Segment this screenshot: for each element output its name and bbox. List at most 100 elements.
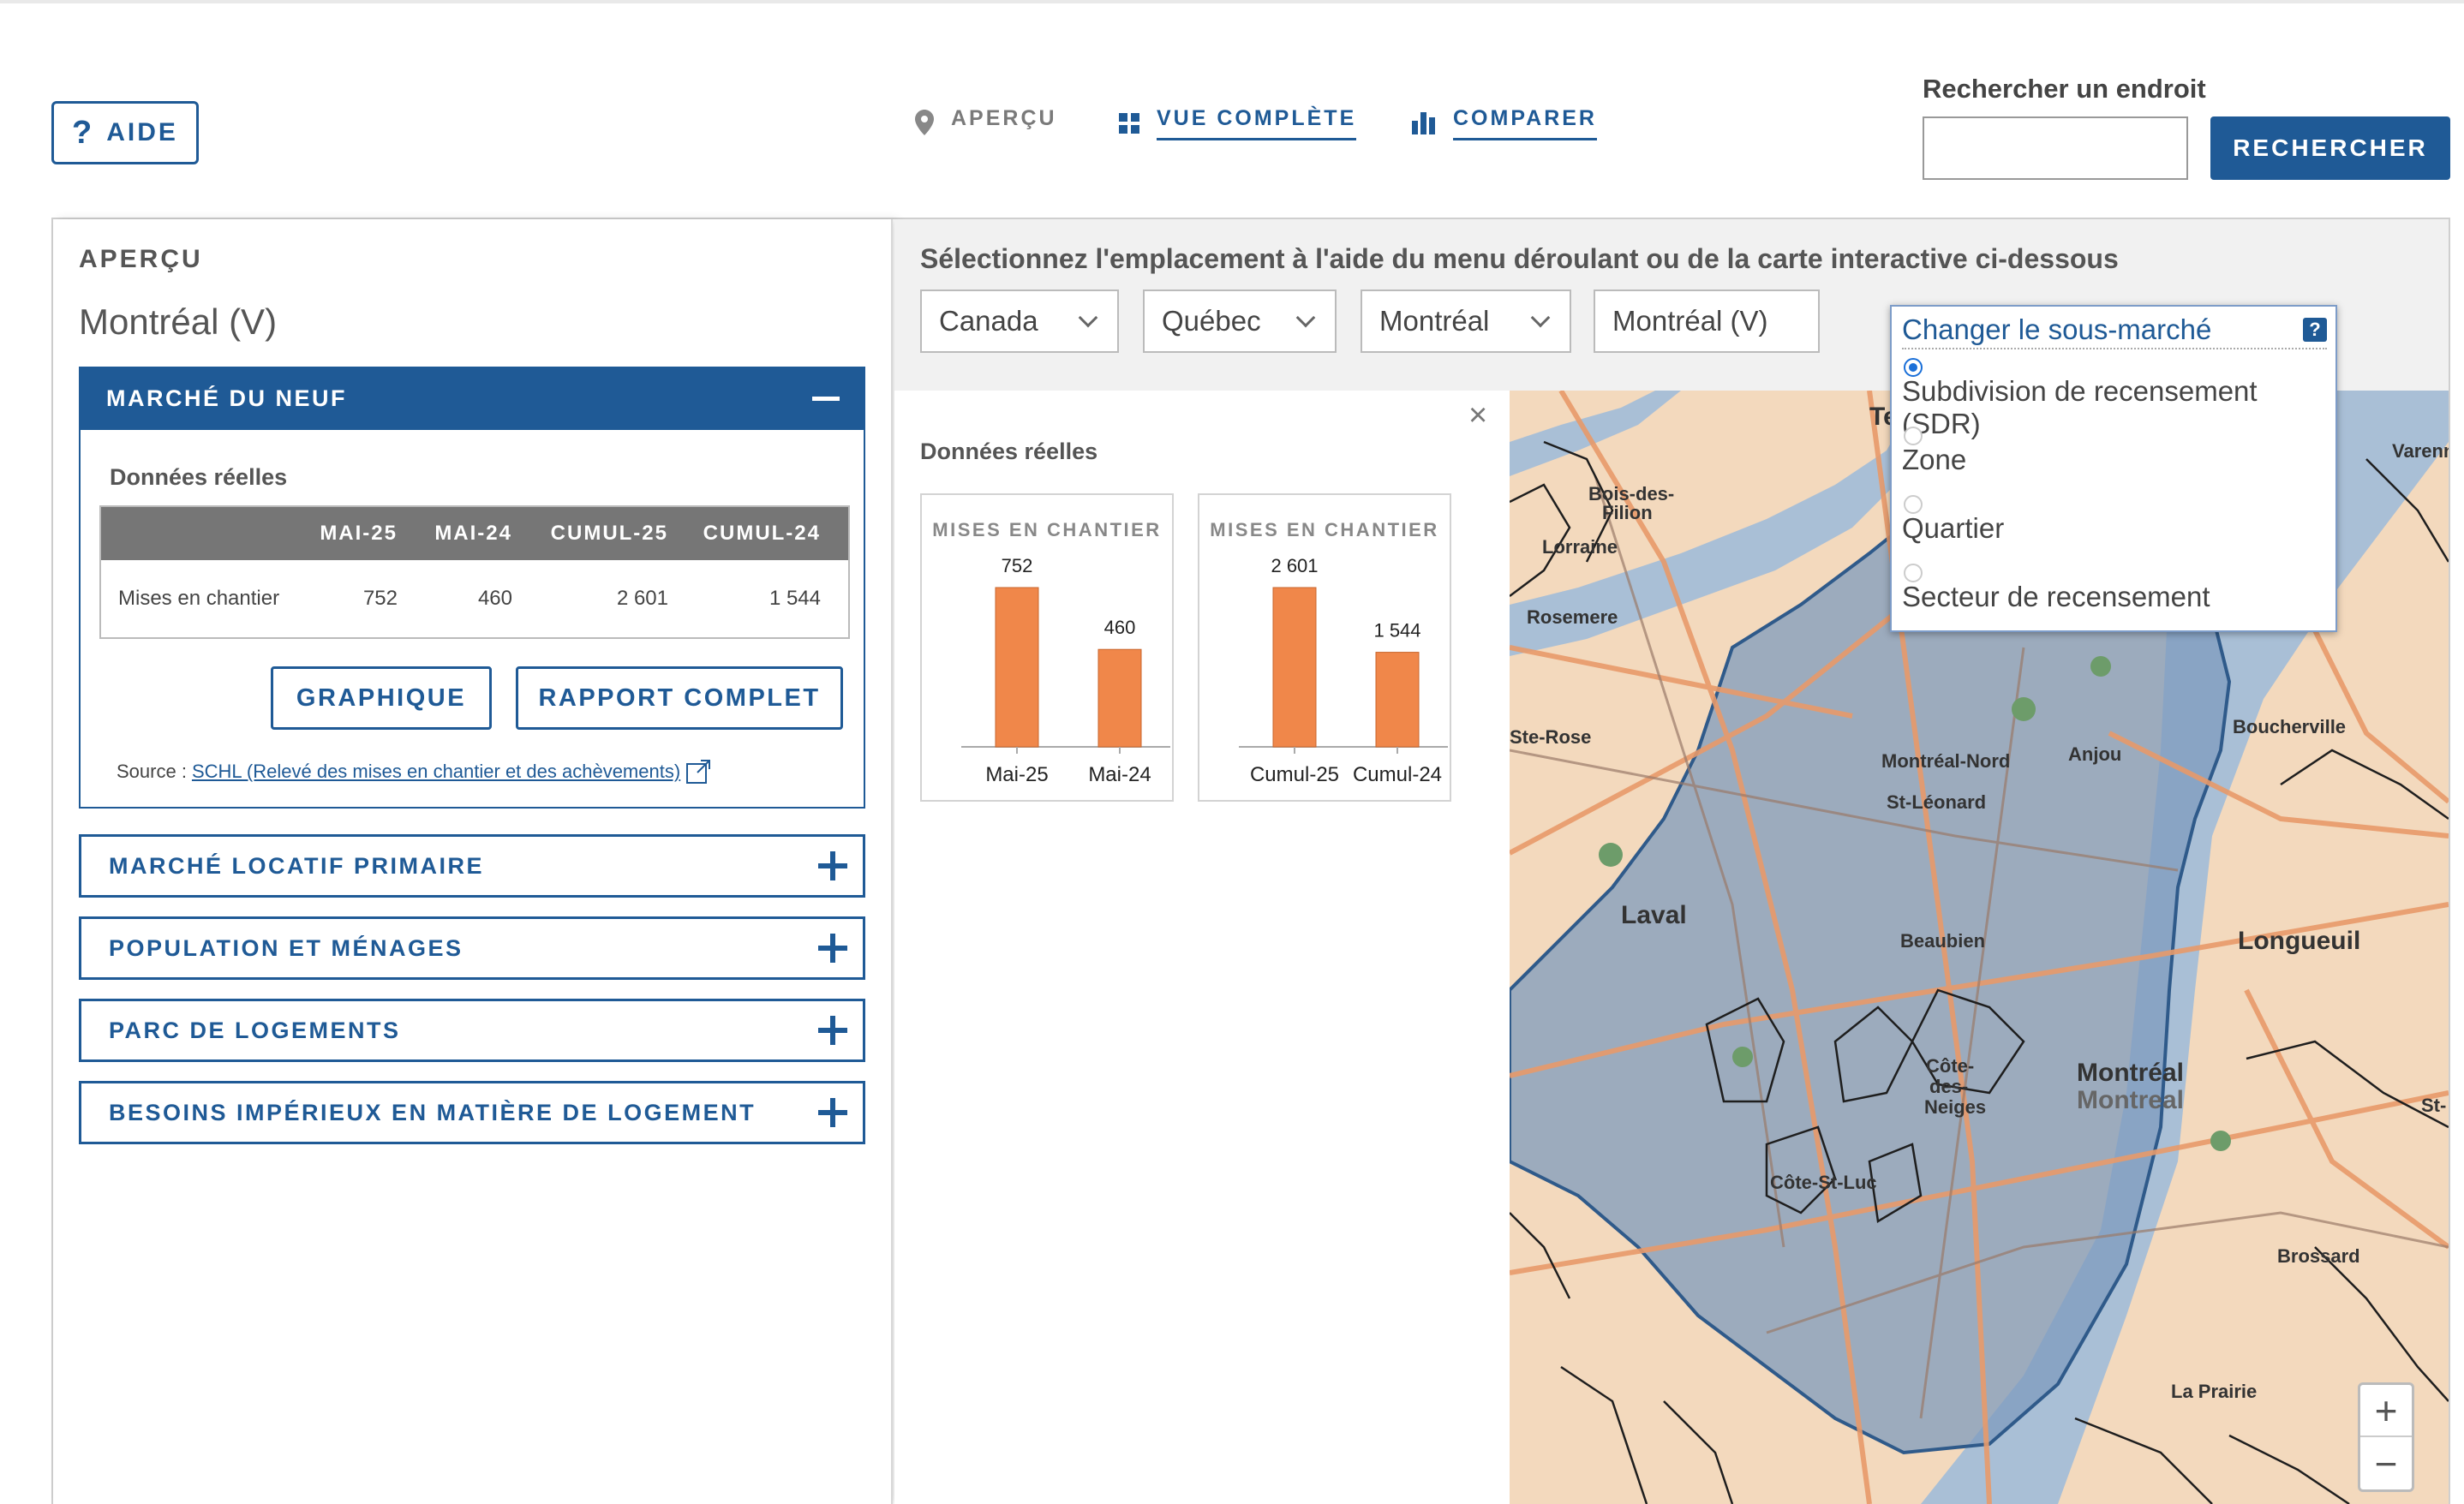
chart-title: MISES EN CHANTIER	[1210, 519, 1439, 540]
help-button[interactable]: ? AIDE	[51, 101, 199, 164]
map-label: Bois-des-	[1588, 483, 1674, 504]
radio-secteur[interactable]	[1904, 564, 1923, 582]
map-label: Longueuil	[2238, 927, 2360, 955]
chevron-down-icon	[1078, 307, 1098, 328]
dropdown-country[interactable]: Canada	[920, 289, 1119, 353]
data-label: 752	[1002, 555, 1033, 576]
accordion-marche-du-neuf-header[interactable]: MARCHÉ DU NEUF	[79, 367, 865, 430]
collapse-icon[interactable]	[812, 396, 840, 401]
expand-icon[interactable]	[818, 934, 847, 963]
panel-title: APERÇU	[79, 245, 203, 273]
expand-icon[interactable]	[818, 1016, 847, 1045]
map-label: Ste-Rose	[1510, 726, 1591, 748]
dropdown-municipality[interactable]: Montréal (V)	[1594, 289, 1820, 353]
map-label: St-Léonard	[1887, 791, 1986, 813]
accordion-parc-logements[interactable]: PARC DE LOGEMENTS	[79, 999, 865, 1062]
bar-chart-icon	[1412, 112, 1435, 134]
zoom-out-button[interactable]: −	[2374, 1441, 2398, 1486]
question-icon: ?	[72, 114, 95, 151]
table-cell: 2 601	[616, 587, 668, 610]
table-header-cell: CUMUL-24	[703, 522, 821, 545]
help-icon[interactable]: ?	[2303, 318, 2327, 342]
search-button[interactable]: RECHERCHER	[2210, 116, 2450, 180]
left-panel: APERÇU Montréal (V) MARCHÉ DU NEUF Donné…	[53, 219, 893, 1504]
table-header-cell: MAI-24	[434, 522, 512, 545]
full-report-button[interactable]: RAPPORT COMPLET	[516, 666, 843, 730]
chart-card-cumulative: MISES EN CHANTIER 2 601 Cumul-25 1 544 Cumu…	[1198, 493, 1451, 802]
chevron-down-icon	[1295, 307, 1316, 328]
expand-icon[interactable]	[818, 851, 847, 880]
graph-button[interactable]: GRAPHIQUE	[271, 666, 492, 730]
tab-apercu-label: APERÇU	[951, 106, 1057, 130]
bar	[1272, 587, 1317, 748]
search-input[interactable]	[1923, 116, 2188, 180]
chart-title: MISES EN CHANTIER	[932, 519, 1162, 540]
bar	[995, 587, 1039, 748]
bar-chart: 2 601 Cumul-25 1 544 Cumul-24	[1239, 555, 1448, 786]
accordion-title: BESOINS IMPÉRIEUX EN MATIÈRE DE LOGEMENT	[109, 1099, 757, 1125]
tab-apercu[interactable]: APERÇU	[915, 106, 1057, 138]
dropdown-value: Canada	[939, 305, 1038, 337]
map-label: des-	[1929, 1076, 1968, 1097]
data-table: MAI-25 MAI-24 CUMUL-25 CUMUL-24 Mises en…	[99, 505, 850, 639]
data-label: 2 601	[1271, 555, 1318, 576]
map-label: Beaubien	[1900, 930, 1985, 952]
radio-sdr[interactable]	[1904, 358, 1923, 377]
radio-quartier[interactable]	[1904, 495, 1923, 514]
dropdown-value: Montréal (V)	[1612, 305, 1768, 337]
popup-header: Changer le sous-marché ?	[1902, 312, 2327, 349]
close-icon[interactable]: ×	[1468, 397, 1488, 433]
tab-vue-complete[interactable]: VUE COMPLÈTE	[1119, 106, 1357, 140]
map-label: Varenne	[2392, 440, 2449, 462]
map-label: Anjou	[2068, 743, 2121, 765]
dropdown-province[interactable]: Québec	[1143, 289, 1337, 353]
grid-icon	[1119, 113, 1139, 134]
tab-comparer[interactable]: COMPARER	[1412, 106, 1597, 140]
map-label: Rosemere	[1527, 606, 1618, 628]
expand-icon[interactable]	[818, 1098, 847, 1127]
table-cell: 752	[362, 587, 398, 610]
bar	[1097, 648, 1142, 748]
table-header-cell: CUMUL-25	[550, 522, 668, 545]
popup-title: Changer le sous-marché	[1902, 313, 2212, 345]
option-secteur[interactable]: Secteur de recensement	[1902, 581, 2210, 612]
map-label: Filion	[1602, 502, 1653, 523]
dropdown-cma[interactable]: Montréal	[1361, 289, 1571, 353]
zoom-in-button[interactable]: +	[2360, 1385, 2412, 1437]
accordion-title: POPULATION ET MÉNAGES	[109, 934, 463, 961]
map-label: St-	[2421, 1095, 2446, 1116]
map-label: Montréal-Nord	[1881, 750, 2010, 772]
bar	[1375, 652, 1420, 748]
option-quartier[interactable]: Quartier	[1902, 512, 2005, 544]
source-link[interactable]: SCHL (Relevé des mises en chantier et de…	[191, 761, 681, 782]
table-header-cell: MAI-25	[320, 522, 398, 545]
source-line: Source : SCHL (Relevé des mises en chant…	[117, 759, 711, 785]
map-label: Neiges	[1924, 1096, 1986, 1118]
tick-label: Cumul-25	[1250, 763, 1339, 786]
chart-data-label: Données réelles	[920, 439, 1098, 464]
location-title: Montréal (V)	[79, 301, 278, 342]
source-prefix: Source :	[117, 761, 187, 782]
option-zone[interactable]: Zone	[1902, 444, 1967, 475]
main-frame	[51, 218, 2450, 1504]
accordion-marche-locatif[interactable]: MARCHÉ LOCATIF PRIMAIRE	[79, 834, 865, 898]
accordion-population[interactable]: POPULATION ET MÉNAGES	[79, 916, 865, 980]
map-label: Côte-	[1926, 1055, 1974, 1077]
external-link-icon[interactable]	[685, 759, 711, 785]
selector-instruction: Sélectionnez l'emplacement à l'aide du m…	[920, 243, 2119, 274]
accordion-besoins-imperieux[interactable]: BESOINS IMPÉRIEUX EN MATIÈRE DE LOGEMENT	[79, 1081, 865, 1144]
map-label: Laval	[1621, 901, 1687, 929]
accordion-title: MARCHÉ LOCATIF PRIMAIRE	[109, 852, 484, 879]
accordion-title: PARC DE LOGEMENTS	[109, 1017, 401, 1043]
table-row: Mises en chantier 752 460 2 601 1 544	[101, 560, 848, 637]
table-cell: Mises en chantier	[118, 587, 280, 610]
map-label: Boucherville	[2233, 716, 2346, 737]
dropdown-value: Québec	[1162, 305, 1261, 337]
data-label: Données réelles	[110, 464, 288, 490]
tab-comparer-label: COMPARER	[1453, 106, 1597, 140]
option-sdr[interactable]: Subdivision de recensement (SDR)	[1902, 375, 2258, 439]
radio-zone[interactable]	[1904, 427, 1923, 445]
chart-card-monthly: MISES EN CHANTIER 752 Mai-25 460 Mai-24	[920, 493, 1174, 802]
bar-chart: 752 Mai-25 460 Mai-24	[961, 555, 1170, 786]
tick-label: Mai-24	[1088, 763, 1151, 786]
